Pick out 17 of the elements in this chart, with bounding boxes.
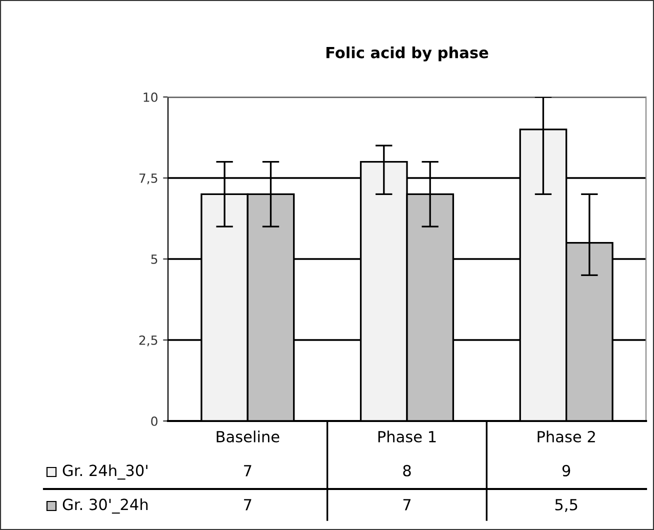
data-label: 9: [562, 464, 570, 476]
chart-title: Folic acid by phase: [326, 46, 488, 62]
y-tick-label: 0: [151, 416, 158, 426]
x-tick-label: Baseline: [216, 430, 280, 442]
y-tick-label: 7,5: [139, 174, 158, 184]
data-label: 5,5: [555, 499, 578, 512]
x-tick-label: Phase 2: [538, 430, 595, 442]
y-tick-label: 2,5: [139, 335, 158, 346]
legend-label: Gr. 24h_30': [62, 464, 148, 480]
data-label: 7: [244, 499, 252, 510]
x-tick-label: Phase 1: [378, 430, 436, 442]
y-tick-label: 10: [144, 92, 158, 102]
data-label: 8: [403, 464, 411, 476]
y-tick-label: 5: [151, 254, 158, 264]
data-label: 7: [403, 499, 411, 510]
data-label: 7: [244, 465, 252, 476]
legend-label: Gr. 30'_24h: [62, 498, 148, 514]
